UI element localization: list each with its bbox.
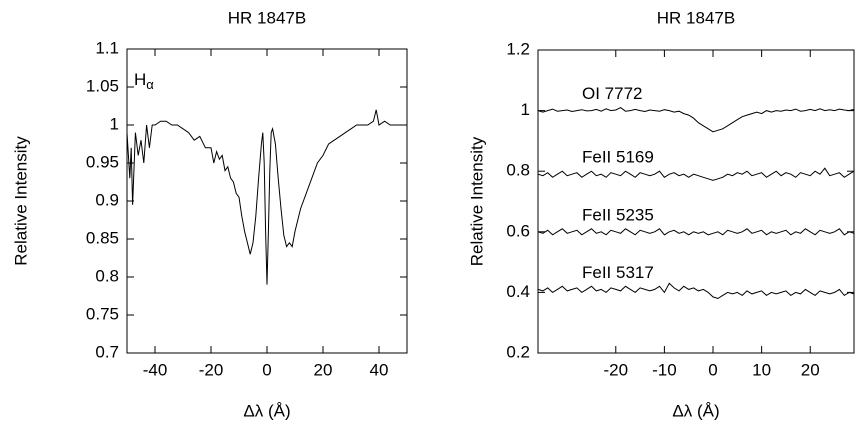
y-tick-label: 1 bbox=[110, 114, 119, 133]
spectrum-line bbox=[126, 109, 407, 285]
x-tick-label: -20 bbox=[199, 360, 224, 379]
x-tick-label: 20 bbox=[314, 360, 333, 379]
series-label: FeII 5169 bbox=[582, 148, 654, 167]
y-axis-label: Relative Intensity bbox=[467, 136, 486, 266]
x-tick-label: 0 bbox=[708, 360, 717, 379]
x-axis-label: Δλ (Å) bbox=[243, 401, 290, 420]
x-tick-label: 10 bbox=[752, 360, 771, 379]
x-tick-label: 0 bbox=[262, 360, 271, 379]
y-tick-label: 0.8 bbox=[506, 161, 530, 180]
x-tick-label: -40 bbox=[143, 360, 168, 379]
y-tick-label: 0.95 bbox=[86, 152, 119, 171]
y-tick-label: 1 bbox=[521, 100, 530, 119]
y-tick-label: 0.7 bbox=[95, 342, 119, 361]
series-label: FeII 5317 bbox=[582, 263, 654, 282]
spectrum-line bbox=[537, 282, 855, 300]
spectrum-line bbox=[537, 228, 855, 236]
y-tick-label: 1.05 bbox=[86, 76, 119, 95]
chart-title: HR 1847B bbox=[657, 8, 735, 27]
series-label: FeII 5235 bbox=[582, 205, 654, 224]
series-label: OI 7772 bbox=[582, 84, 643, 103]
y-tick-label: 0.9 bbox=[95, 190, 119, 209]
y-tick-label: 0.75 bbox=[86, 304, 119, 323]
spectrum-line bbox=[537, 167, 855, 181]
plot-frame bbox=[537, 49, 855, 354]
x-tick-label: 40 bbox=[370, 360, 389, 379]
x-axis-label: Δλ (Å) bbox=[672, 401, 719, 420]
x-tick-label: -20 bbox=[603, 360, 628, 379]
x-tick-label: 20 bbox=[801, 360, 820, 379]
annotation: Hα bbox=[134, 70, 154, 92]
y-tick-label: 0.4 bbox=[506, 282, 530, 301]
x-tick-label: -10 bbox=[652, 360, 677, 379]
plot-frame bbox=[126, 48, 408, 354]
y-tick-label: 0.8 bbox=[95, 266, 119, 285]
spectrum-line bbox=[537, 107, 855, 133]
annotation-text: H bbox=[134, 70, 146, 89]
y-tick-label: 0.2 bbox=[506, 342, 530, 361]
y-axis-label: Relative Intensity bbox=[11, 136, 30, 266]
y-tick-label: 1.1 bbox=[95, 38, 119, 57]
chart-title: HR 1847B bbox=[228, 8, 306, 27]
y-tick-label: 1.2 bbox=[506, 39, 530, 58]
y-tick-label: 0.85 bbox=[86, 228, 119, 247]
annotation-subscript: α bbox=[146, 77, 154, 92]
y-tick-label: 0.6 bbox=[506, 221, 530, 240]
